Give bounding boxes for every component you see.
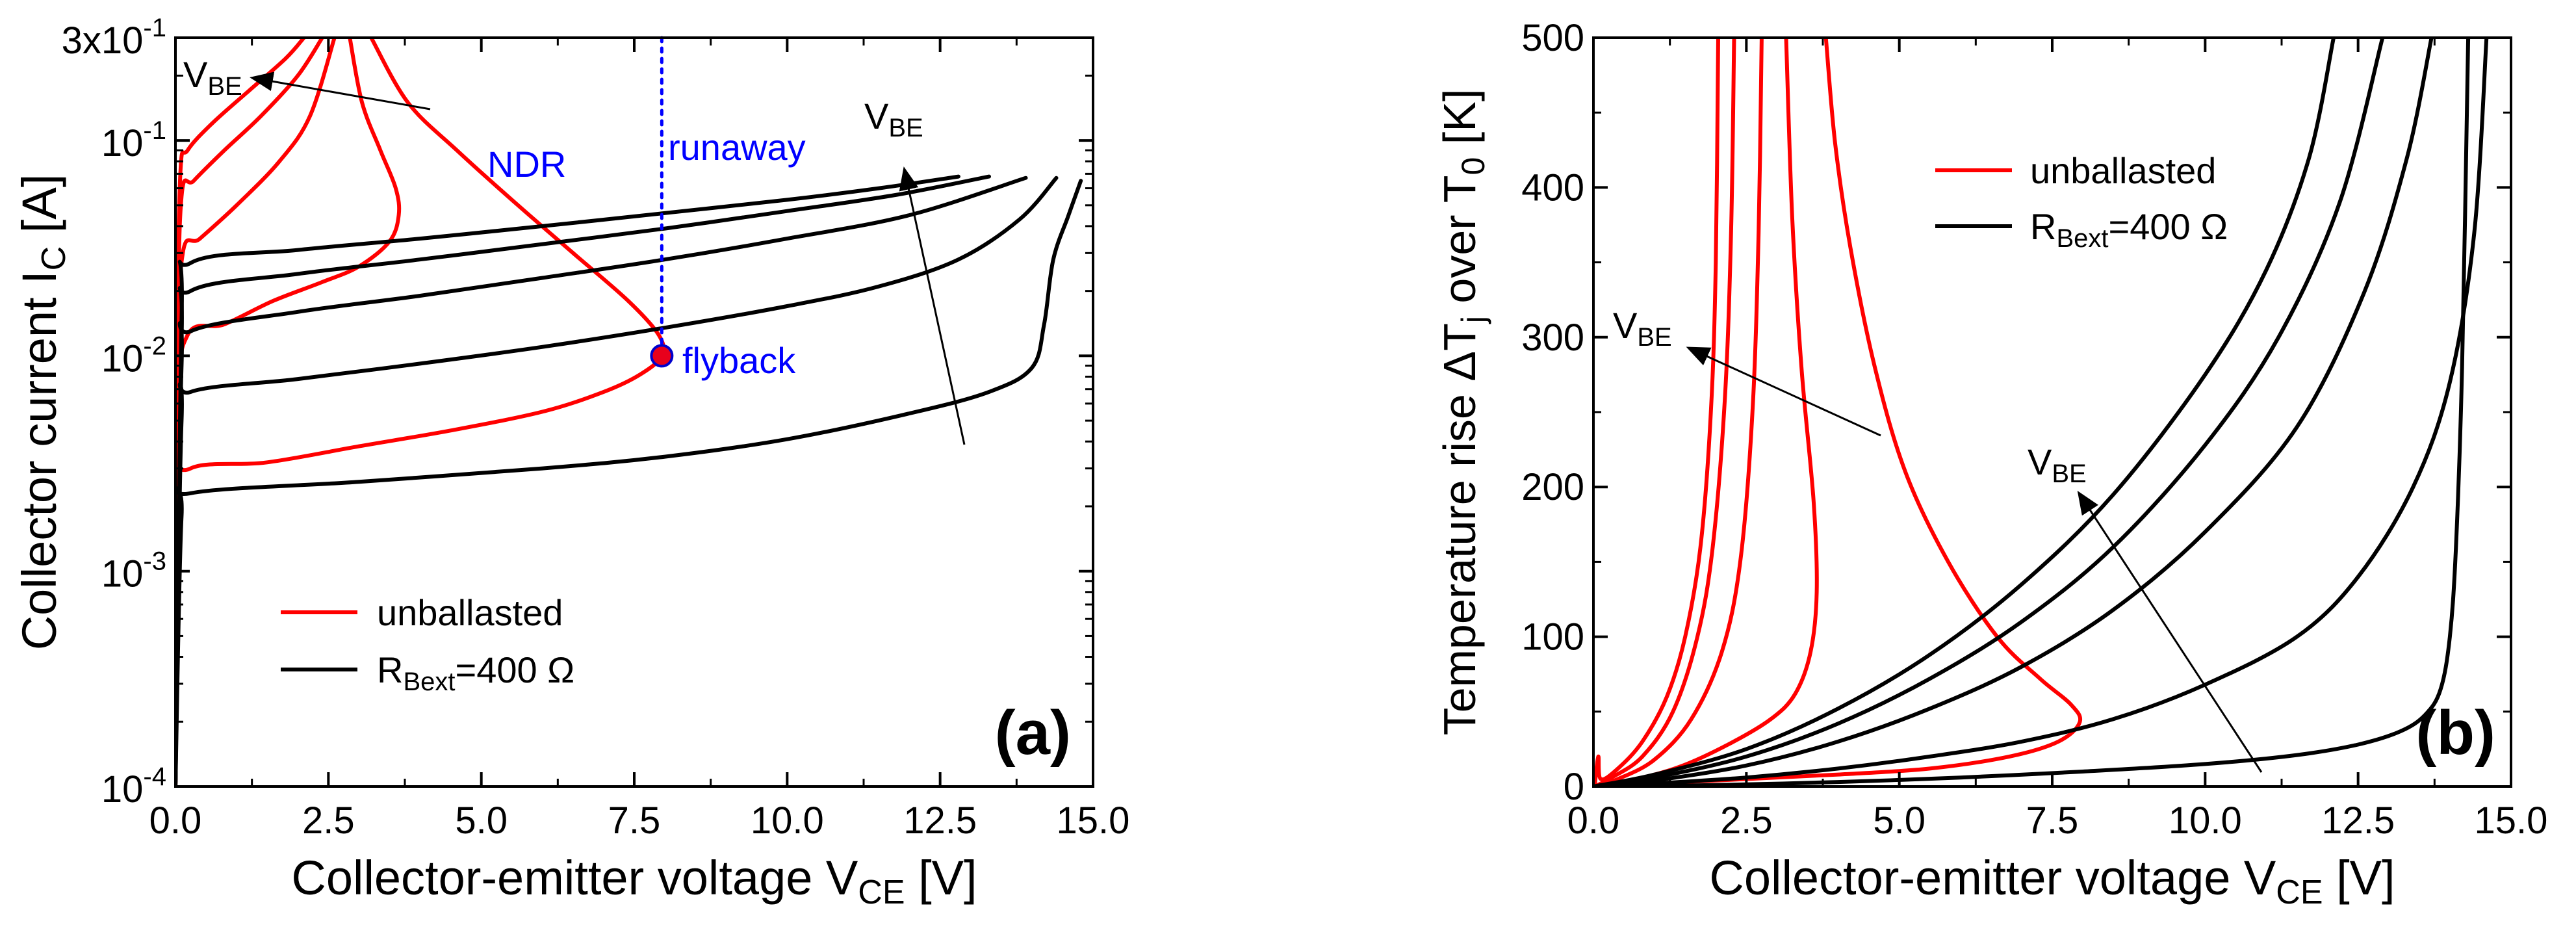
chart-panel-b: 0.0 2.5 5.0 7.5 10.0 12.5 15.0 0 100 200 300 400 500… (1434, 17, 2547, 911)
legend-label-ballasted-a: RBext=400 Ω (377, 649, 574, 696)
annotation-vbe-a1: VBE (183, 54, 242, 101)
x-tick-label-b: 15.0 (2475, 800, 2548, 842)
y-tick-label-a: 10-3 (101, 547, 166, 595)
x-tick-label-a: 12.5 (903, 800, 977, 842)
series-line-a-3 (175, 38, 337, 786)
plot-area-a (175, 36, 1083, 786)
x-tick-label-a: 15.0 (1057, 800, 1130, 842)
x-tick-label-b: 10.0 (2169, 800, 2242, 842)
annotation-ndr: NDR (487, 144, 566, 185)
y-tick-label-a: 10-2 (101, 332, 166, 380)
series-line-a-6 (175, 174, 960, 786)
legend-b: unballasted RBext=400 Ω (1935, 150, 2228, 253)
y-tick-label-b: 300 (1521, 317, 1584, 359)
series-line-b-7 (1593, 38, 2385, 786)
x-tick-label-b: 2.5 (1720, 800, 1773, 842)
series-line-b-8 (1593, 38, 2434, 786)
series-line-b-1 (1593, 38, 1720, 786)
legend-a: unballasted RBext=400 Ω (281, 592, 574, 696)
x-tick-label-b: 5.0 (1873, 800, 1926, 842)
annotation-runaway: runaway (668, 127, 806, 168)
series-line-b-4 (1593, 38, 1819, 786)
series-line-b-2 (1593, 38, 1736, 786)
panel-label-a: (a) (995, 698, 1071, 768)
x-tick-label-b: 7.5 (2026, 800, 2079, 842)
annotation-vbe-b1: VBE (1613, 305, 1672, 352)
series-line-a-5 (175, 38, 666, 786)
y-tick-label-b: 0 (1564, 766, 1584, 808)
series-group-b (1593, 38, 2489, 786)
x-tick-label-a: 0.0 (149, 800, 202, 842)
x-axis-label-a: Collector-emitter voltage VCE [V] (291, 851, 977, 911)
x-tick-label-b: 0.0 (1567, 800, 1620, 842)
series-group-a (175, 38, 1083, 786)
axis-ticks-a: 0.0 2.5 5.0 7.5 10.0 12.5 15.0 10-4 10-3 10-2 10-1… (62, 14, 1130, 842)
axis-ticks-b: 0.0 2.5 5.0 7.5 10.0 12.5 15.0 0 100 200 300 400 500 (1521, 17, 2547, 842)
panel-label-b: (b) (2415, 698, 2495, 768)
legend-label-unballasted-a: unballasted (377, 592, 563, 633)
annotation-flyback: flyback (682, 340, 796, 381)
annotation-arrow-a2 (899, 166, 966, 445)
x-tick-label-a: 7.5 (608, 800, 661, 842)
y-tick-label-b: 500 (1521, 17, 1584, 59)
series-line-b-10 (1593, 38, 2471, 786)
y-axis-label-a: Collector current IC [A] (12, 174, 73, 651)
y-tick-label-b: 400 (1521, 166, 1584, 209)
legend-label-ballasted-b: RBext=400 Ω (2030, 206, 2228, 253)
plot-frame-a (174, 36, 1094, 788)
y-axis-label-b: Temperature rise ΔTj over T0 [K] (1434, 89, 1491, 736)
series-line-a-8 (175, 176, 1028, 786)
y-tick-label-a: 3x10-1 (62, 14, 166, 62)
series-line-a-2 (175, 38, 324, 786)
series-line-b-5 (1593, 38, 2083, 786)
series-line-b-6 (1593, 38, 2336, 786)
series-line-b-3 (1593, 38, 1764, 786)
x-tick-label-a: 5.0 (455, 800, 508, 842)
annotation-vbe-b2: VBE (2028, 441, 2087, 488)
plot-area-b (1593, 38, 2489, 786)
y-tick-label-a: 10-4 (101, 762, 166, 811)
annotation-arrow-a1 (250, 72, 431, 110)
legend-label-unballasted-b: unballasted (2030, 150, 2216, 191)
x-axis-label-b: Collector-emitter voltage VCE [V] (1709, 851, 2395, 911)
series-line-a-9 (175, 176, 1059, 786)
y-tick-label-a: 10-1 (101, 116, 166, 164)
series-line-a-1 (175, 38, 306, 786)
annotation-arrow-b1 (1686, 346, 1881, 437)
x-tick-label-a: 10.0 (751, 800, 824, 842)
x-tick-label-a: 2.5 (302, 800, 355, 842)
y-tick-label-b: 100 (1521, 616, 1584, 658)
x-tick-label-b: 12.5 (2321, 800, 2395, 842)
annotation-vbe-a2: VBE (864, 96, 923, 142)
y-tick-label-b: 200 (1521, 466, 1584, 508)
chart-panel-a: 0.0 2.5 5.0 7.5 10.0 12.5 15.0 10-4 10-3 10-2 10-1… (12, 14, 1129, 911)
series-line-a-7 (175, 174, 991, 786)
flyback-point (650, 344, 674, 368)
annotation-arrow-b2 (2077, 490, 2263, 773)
